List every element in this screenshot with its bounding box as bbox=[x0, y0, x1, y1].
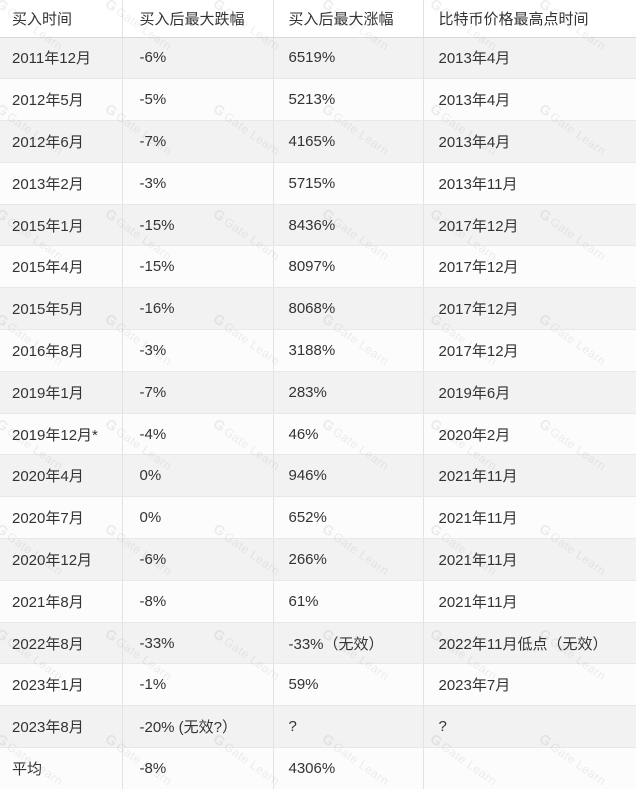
header-row: 买入时间 买入后最大跌幅 买入后最大涨幅 比特币价格最高点时间 bbox=[0, 0, 636, 38]
table-cell: 2013年4月 bbox=[423, 78, 636, 122]
table-cell: -4% bbox=[122, 413, 274, 456]
table-cell: 2022年8月 bbox=[0, 622, 123, 665]
table-row: 平均 -8% 4306% bbox=[0, 747, 636, 789]
table-cell: 0% bbox=[122, 496, 274, 540]
table-cell: 283% bbox=[273, 371, 424, 414]
table-cell: -7% bbox=[122, 371, 274, 414]
table-cell: 2017年12月 bbox=[423, 287, 636, 331]
table-cell: 5715% bbox=[273, 162, 424, 205]
table-cell: -5% bbox=[122, 78, 274, 122]
table-cell: 4306% bbox=[273, 747, 424, 789]
table-cell: 2017年12月 bbox=[423, 245, 636, 289]
table-cell: 46% bbox=[273, 413, 424, 456]
table-cell: 2019年6月 bbox=[423, 371, 636, 414]
table-cell: 2015年1月 bbox=[0, 204, 123, 247]
table-cell: 2019年1月 bbox=[0, 371, 123, 414]
table-cell: 8097% bbox=[273, 245, 424, 289]
table-cell: -6% bbox=[122, 538, 274, 581]
table-cell: 2013年4月 bbox=[423, 120, 636, 163]
table-cell: 2023年8月 bbox=[0, 705, 123, 749]
table-cell: 4165% bbox=[273, 120, 424, 163]
table-row: 2019年12月* -4% 46% 2020年2月 bbox=[0, 413, 636, 456]
table-row: 2021年8月 -8% 61% 2021年11月 bbox=[0, 580, 636, 623]
table-cell: 2015年5月 bbox=[0, 287, 123, 331]
table-cell: 2023年7月 bbox=[423, 663, 636, 707]
table-row: 2019年1月 -7% 283% 2019年6月 bbox=[0, 371, 636, 414]
table-cell: 2016年8月 bbox=[0, 329, 123, 372]
table-cell: 2021年8月 bbox=[0, 580, 123, 623]
table-cell: 2013年11月 bbox=[423, 162, 636, 205]
column-header-peak-time: 比特币价格最高点时间 bbox=[423, 0, 636, 38]
table-row: 2020年7月 0% 652% 2021年11月 bbox=[0, 496, 636, 540]
table-header: 买入时间 买入后最大跌幅 买入后最大涨幅 比特币价格最高点时间 bbox=[0, 0, 636, 38]
column-header-buy-time: 买入时间 bbox=[0, 0, 123, 38]
table-cell: 2015年4月 bbox=[0, 245, 123, 289]
table-cell: 2021年11月 bbox=[423, 496, 636, 540]
table-cell: 2021年11月 bbox=[423, 454, 636, 498]
table-cell: -15% bbox=[122, 204, 274, 247]
table-cell: 59% bbox=[273, 663, 424, 707]
column-header-max-drawdown: 买入后最大跌幅 bbox=[122, 0, 274, 38]
table-cell: 652% bbox=[273, 496, 424, 540]
table-cell: 2019年12月* bbox=[0, 413, 123, 456]
table-cell: -8% bbox=[122, 747, 274, 789]
table-cell: 3188% bbox=[273, 329, 424, 372]
table-cell: 2021年11月 bbox=[423, 580, 636, 623]
table-cell: 2021年11月 bbox=[423, 538, 636, 581]
table-cell: -8% bbox=[122, 580, 274, 623]
table-cell: 8068% bbox=[273, 287, 424, 331]
table-cell: 2017年12月 bbox=[423, 204, 636, 247]
table-row: 2013年2月 -3% 5715% 2013年11月 bbox=[0, 162, 636, 205]
table-cell: 946% bbox=[273, 454, 424, 498]
table-cell: 2013年2月 bbox=[0, 162, 123, 205]
table-cell: -7% bbox=[122, 120, 274, 163]
table-cell: -3% bbox=[122, 329, 274, 372]
table-row: 2020年12月 -6% 266% 2021年11月 bbox=[0, 538, 636, 581]
table-cell: 2020年4月 bbox=[0, 454, 123, 498]
table-cell: 266% bbox=[273, 538, 424, 581]
table-row: 2016年8月 -3% 3188% 2017年12月 bbox=[0, 329, 636, 372]
table-row: 2015年1月 -15% 8436% 2017年12月 bbox=[0, 204, 636, 247]
table-row: 2023年8月 -20% (无效?）?? bbox=[0, 705, 636, 749]
table-row: 2011年12月 -6% 6519% 2013年4月 bbox=[0, 37, 636, 80]
table-row: 2012年5月 -5% 5213% 2013年4月 bbox=[0, 78, 636, 122]
table-row: 2022年8月 -33% -33%（无效） 2022年11月低点（无效） bbox=[0, 622, 636, 665]
table-cell: ? bbox=[423, 705, 636, 749]
table-cell: 2017年12月 bbox=[423, 329, 636, 372]
table-row: 2012年6月 -7% 4165% 2013年4月 bbox=[0, 120, 636, 163]
table-cell: -33% bbox=[122, 622, 274, 665]
table-cell bbox=[423, 747, 636, 789]
table-cell: 6519% bbox=[273, 37, 424, 80]
table-cell: -33%（无效） bbox=[273, 622, 424, 665]
table-cell: -3% bbox=[122, 162, 274, 205]
table-cell: 2020年2月 bbox=[423, 413, 636, 456]
table-cell: 2013年4月 bbox=[423, 37, 636, 80]
table-row: 2015年5月 -16% 8068% 2017年12月 bbox=[0, 287, 636, 331]
table-cell: -1% bbox=[122, 663, 274, 707]
table-row: 2015年4月 -15% 8097% 2017年12月 bbox=[0, 245, 636, 289]
table-cell: -15% bbox=[122, 245, 274, 289]
table-cell: -20% (无效?） bbox=[122, 705, 274, 749]
table-cell: ? bbox=[273, 705, 424, 749]
table-cell: 2022年11月低点（无效） bbox=[423, 622, 636, 665]
table-cell: 2011年12月 bbox=[0, 37, 123, 80]
table-cell: 61% bbox=[273, 580, 424, 623]
column-header-max-gain: 买入后最大涨幅 bbox=[273, 0, 424, 38]
table-cell: 5213% bbox=[273, 78, 424, 122]
table-cell: 2023年1月 bbox=[0, 663, 123, 707]
table-body: 2011年12月 -6% 6519% 2013年4月 2012年5月 -5% 5213% 20… bbox=[0, 37, 636, 789]
table-row: 2020年4月 0% 946% 2021年11月 bbox=[0, 454, 636, 498]
table-cell: 2020年12月 bbox=[0, 538, 123, 581]
table-cell: 2012年6月 bbox=[0, 120, 123, 163]
table-row: 2023年1月 -1% 59% 2023年7月 bbox=[0, 663, 636, 707]
table-cell: -16% bbox=[122, 287, 274, 331]
table-cell: 8436% bbox=[273, 204, 424, 247]
table-cell: 2020年7月 bbox=[0, 496, 123, 540]
table-cell: 0% bbox=[122, 454, 274, 498]
table-cell: 2012年5月 bbox=[0, 78, 123, 122]
table-cell: 平均 bbox=[0, 747, 123, 789]
table-cell: -6% bbox=[122, 37, 274, 80]
